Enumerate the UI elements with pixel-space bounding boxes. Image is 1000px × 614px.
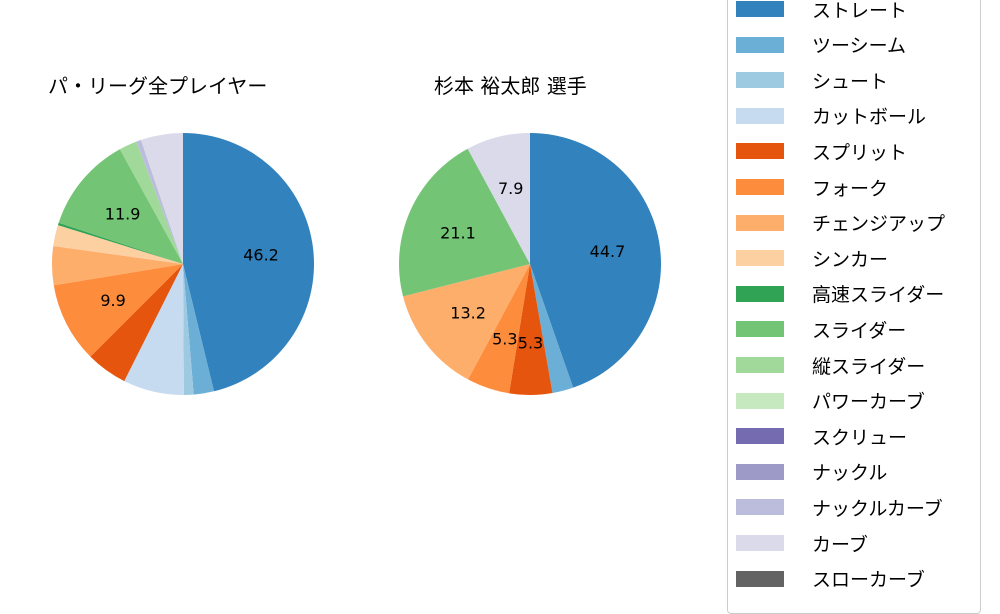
legend-item: カットボール [736,106,926,128]
pie-slice [530,133,661,388]
legend-swatch [736,321,784,338]
pie-slice [119,141,183,264]
pie-slice [183,133,315,392]
slice-label: 5.3 [518,334,543,353]
legend-label: パワーカーブ [812,391,925,414]
legend-label: スライダー [812,319,907,342]
legend-item: 縦スライダー [736,355,925,378]
legend-swatch [736,1,784,17]
legend-label: カットボール [812,106,927,129]
pie-slice [140,133,183,264]
pie-slice [183,264,214,395]
legend-label: ナックルカーブ [812,497,943,520]
legend-label: スクリュー [812,426,908,449]
legend-swatch [736,36,784,53]
legend-swatch [736,357,784,373]
legend-label: シンカー [812,248,889,271]
legend-swatch [736,463,784,480]
legend-swatch [736,143,784,160]
legend-item: チェンジアップ [736,213,945,235]
pie-slice [52,245,183,286]
pie-slice [183,264,194,395]
legend: ストレートツーシームシュートカットボール スプリットフォークチェンジアップ シンカー… [727,0,981,614]
pie-slice [136,139,183,264]
legend-item: フォーク [736,177,888,200]
legend-swatch [736,250,784,267]
legend-item: ツーシーム [736,35,906,57]
legend-swatch [736,179,784,195]
pie-slice [53,264,183,357]
pie-slice [468,264,530,394]
legend-item: 高速スライダー [736,284,944,306]
left-chart-title: パ・リーグ全プレイヤー [48,74,268,98]
legend-swatch [736,285,784,302]
pie-slice [530,264,574,394]
pie-slice [509,264,553,396]
legend-item: スローカーブ [736,569,925,591]
slice-label: 5.3 [492,329,517,348]
pie-slice [58,149,183,264]
legend-item: パワーカーブ [736,391,925,413]
legend-swatch [736,72,784,89]
legend-item: シュート [736,70,888,93]
legend-label: ストレート [812,0,908,22]
pie-slice [403,264,530,380]
legend-swatch [736,392,784,409]
legend-swatch [736,570,784,587]
slice-label: 44.7 [590,242,626,261]
legend-label: スローカーブ [812,569,925,592]
slice-label: 46.2 [243,246,279,265]
legend-label: ツーシーム [812,35,907,58]
legend-item: ナックル [736,462,887,484]
legend-swatch [736,107,784,124]
slice-label: 7.9 [498,179,523,198]
legend-item: ストレート [736,0,907,22]
pie-slice [124,264,184,395]
slice-label: 21.1 [440,223,476,242]
legend-label: シュート [812,70,889,93]
legend-label: フォーク [812,177,889,200]
pie-slice [90,264,183,382]
legend-swatch [736,499,784,516]
pie-chart-player: 44.7 5.35.3 13.2 21.1 7.9 [399,133,661,396]
legend-label: チェンジアップ [812,213,946,236]
legend-item: ナックルカーブ [736,497,943,520]
legend-label: 縦スライダー [812,355,926,378]
pie-slice [467,133,530,264]
legend-label: スプリット [812,141,908,164]
slice-label: 11.9 [105,205,141,224]
pie-slice [57,222,183,264]
slice-label: 9.9 [100,291,125,310]
legend-item: シンカー [736,248,888,271]
legend-swatch [736,214,784,231]
legend-item: カーブ [736,533,868,556]
right-chart-title: 杉本 裕太郎 選手 [434,74,587,98]
legend-label: ナックル [812,462,888,485]
slice-label: 13.2 [450,303,486,322]
legend-label: カーブ [812,533,868,556]
legend-item: スクリュー [736,426,907,449]
legend-label: 高速スライダー [812,284,945,307]
pie-slice [53,225,183,264]
pie-charts: 46.2 9.9 11.9 44.7 5.35.3 13.2 21.1 7.9 [52,133,661,396]
legend-item: スライダー [736,319,906,342]
legend-swatch [736,535,784,551]
legend-swatch [736,428,784,445]
pie-chart-league: 46.2 9.9 11.9 [52,133,315,395]
pie-slice [399,148,530,297]
legend-item: スプリット [736,141,907,164]
